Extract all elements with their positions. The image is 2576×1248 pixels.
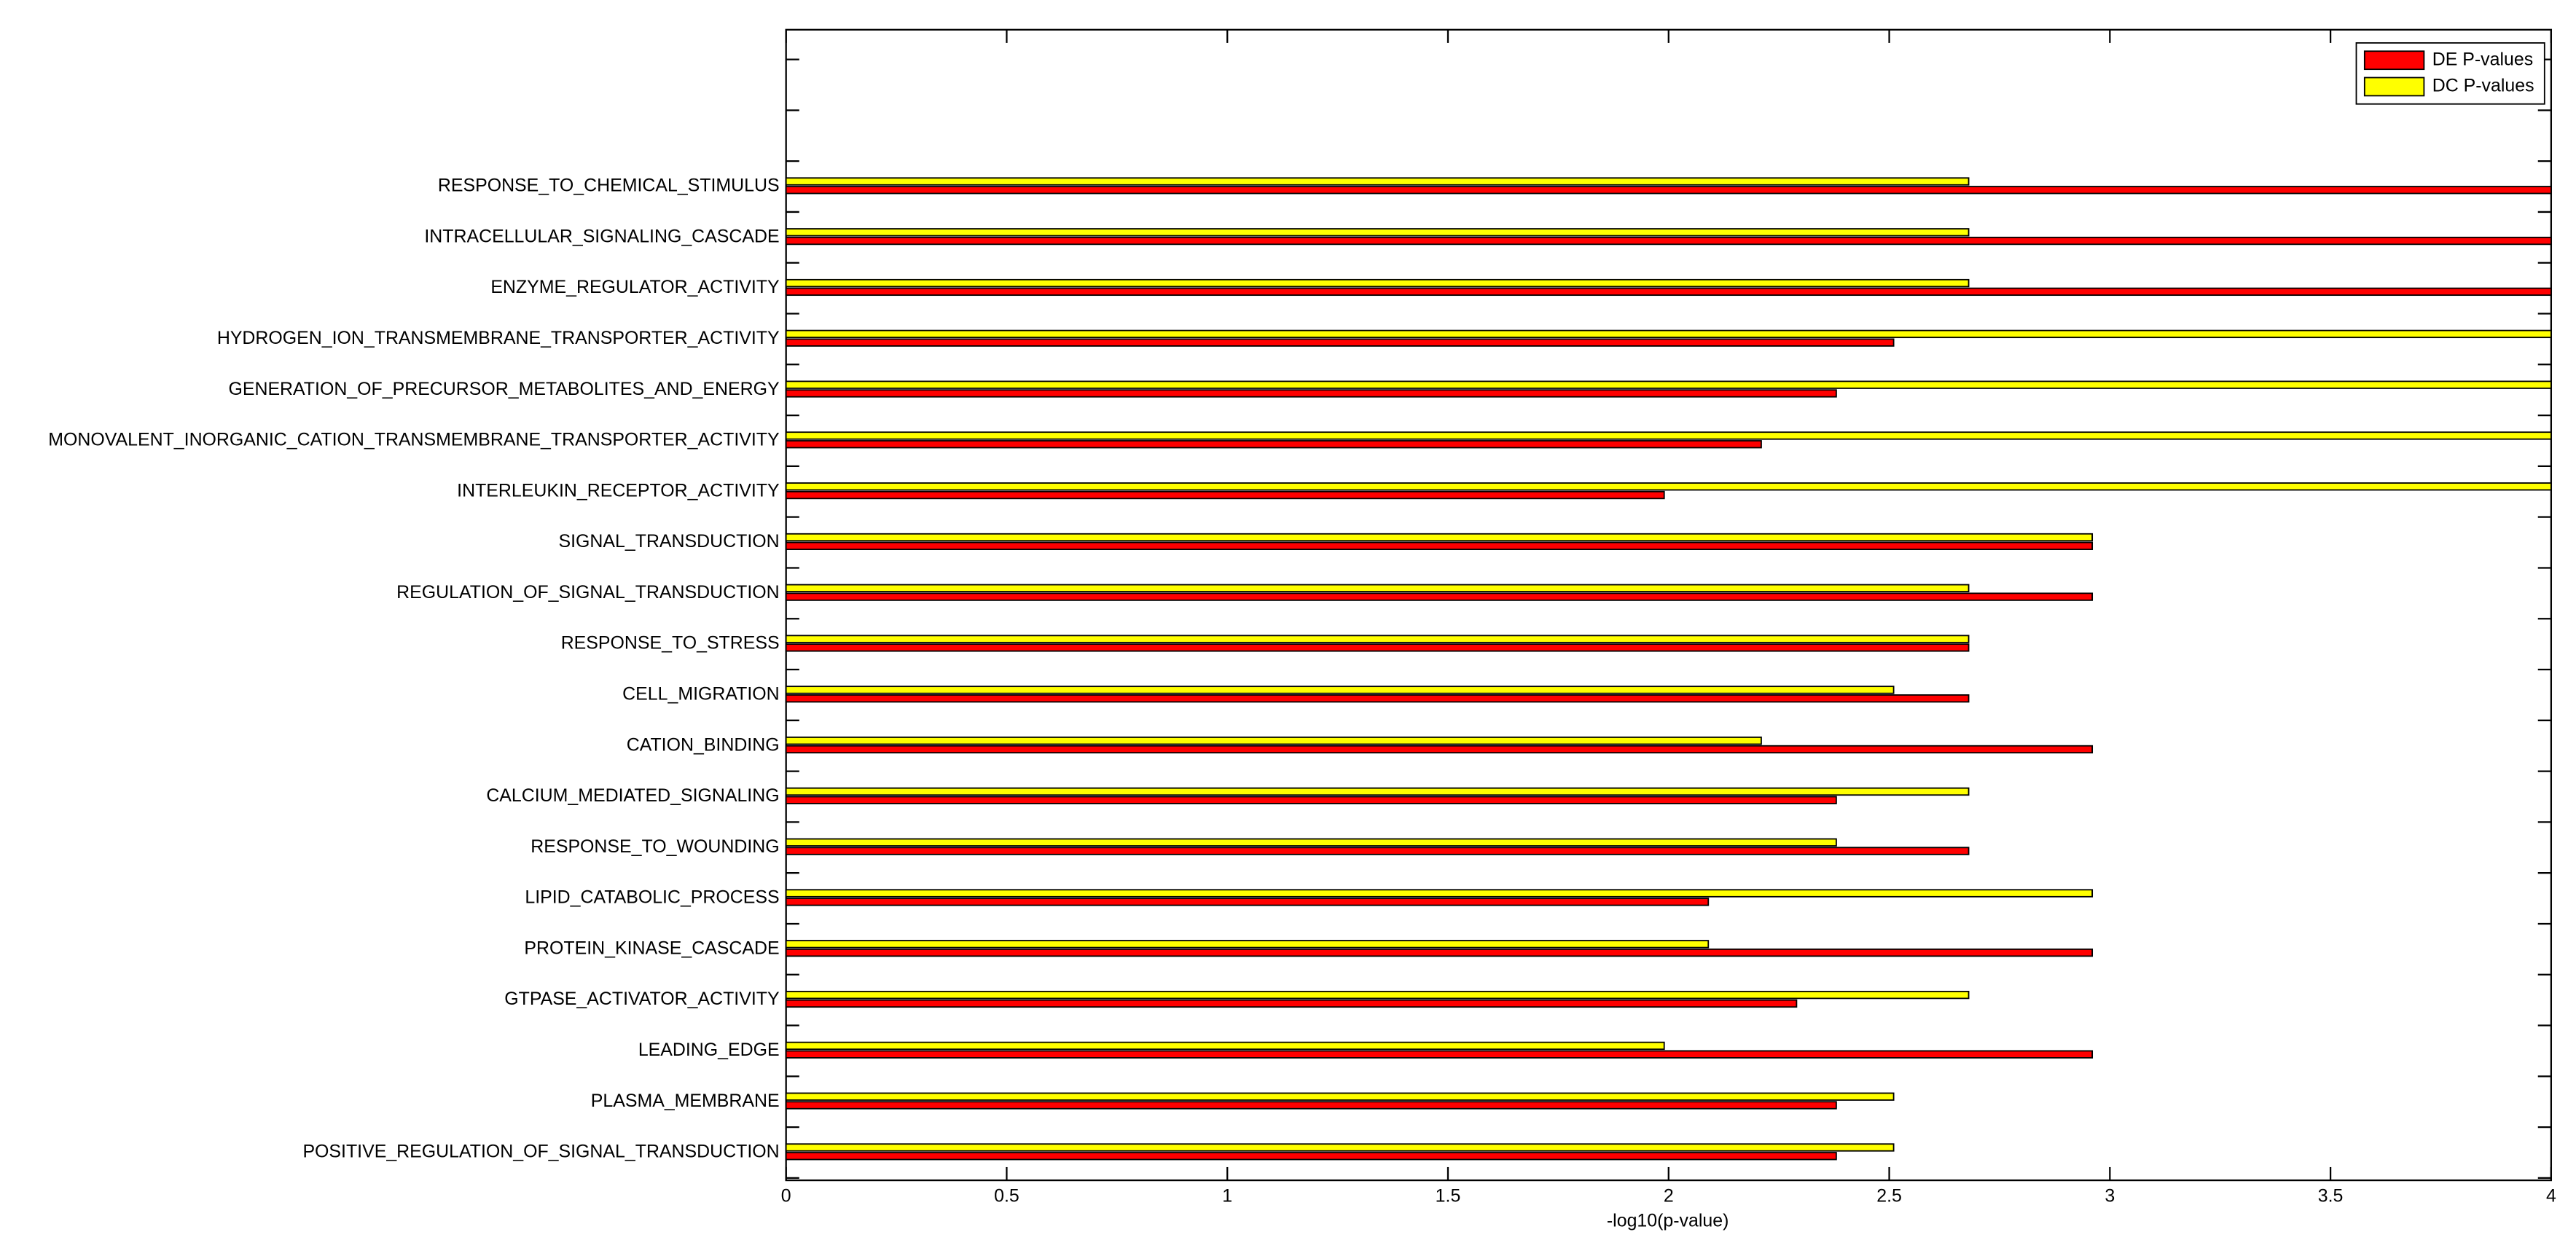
bar: [785, 1152, 1837, 1161]
bar: [785, 482, 2552, 491]
y-tick-label: CATION_BINDING: [627, 734, 780, 755]
bar: [785, 236, 2552, 246]
bar: [785, 889, 2094, 898]
bar: [785, 1143, 1895, 1152]
y-tick-label: PLASMA_MEMBRANE: [591, 1091, 780, 1111]
bar: [785, 584, 1970, 592]
bar: [785, 389, 1837, 398]
bar: [785, 287, 2552, 297]
y-tick-label: REGULATION_OF_SIGNAL_TRANSDUCTION: [396, 582, 779, 603]
bar: [785, 186, 2552, 195]
bar: [785, 177, 1970, 186]
y-tick-label: PROTEIN_KINASE_CASCADE: [524, 938, 779, 958]
plot-area: [785, 28, 2553, 1182]
y-tick-label: INTRACELLULAR_SIGNALING_CASCADE: [424, 226, 779, 246]
y-tick-label: GENERATION_OF_PRECURSOR_METABOLITES_AND_…: [228, 379, 779, 399]
y-tick-label: RESPONSE_TO_CHEMICAL_STIMULUS: [438, 176, 780, 196]
bar: [785, 1050, 2094, 1059]
y-tick-label: CELL_MIGRATION: [622, 684, 779, 705]
bar: [785, 1101, 1837, 1110]
bar: [785, 541, 2094, 550]
x-tick-label: 4: [2546, 1185, 2556, 1206]
bar: [785, 490, 1665, 500]
y-tick-label: LIPID_CATABOLIC_PROCESS: [525, 887, 779, 908]
bar: [785, 838, 1837, 847]
x-axis-label: -log10(p-value): [1607, 1210, 1729, 1231]
bar: [785, 592, 2094, 601]
bar: [785, 694, 1970, 703]
legend-label: DC P-values: [2432, 76, 2534, 96]
bar: [785, 787, 1970, 796]
bar: [785, 278, 1970, 288]
legend-label: DE P-values: [2432, 49, 2533, 69]
bar: [785, 898, 1710, 906]
y-tick-label: CALCIUM_MEDIATED_SIGNALING: [486, 785, 779, 806]
legend-swatch: [2363, 50, 2425, 71]
bar: [785, 999, 1798, 1008]
x-tick-label: 2: [1664, 1185, 1674, 1206]
x-tick-label: 0: [781, 1185, 791, 1206]
bar: [785, 440, 1762, 449]
x-tick-label: 3: [2105, 1185, 2115, 1206]
bar: [785, 737, 1762, 745]
bar: [785, 686, 1895, 694]
bar: [785, 940, 1710, 949]
bar: [785, 745, 2094, 754]
y-tick-label: RESPONSE_TO_WOUNDING: [531, 836, 779, 857]
x-tick-label: 3.5: [2318, 1185, 2344, 1206]
bar: [785, 948, 2094, 957]
y-tick-label: SIGNAL_TRANSDUCTION: [559, 531, 780, 552]
bar: [785, 338, 1895, 347]
x-tick-label: 2.5: [1876, 1185, 1902, 1206]
bar: [785, 1041, 1665, 1051]
x-tick-label: 1.5: [1436, 1185, 1461, 1206]
bar: [785, 643, 1970, 652]
y-tick-label: MONOVALENT_INORGANIC_CATION_TRANSMEMBRAN…: [48, 430, 780, 450]
bar: [785, 533, 2094, 542]
bar: [785, 329, 2552, 339]
y-tick-label: GTPASE_ACTIVATOR_ACTIVITY: [504, 989, 780, 1009]
y-tick-label: HYDROGEN_ION_TRANSMEMBRANE_TRANSPORTER_A…: [217, 328, 780, 348]
x-tick-label: 1: [1222, 1185, 1232, 1206]
bar: [785, 635, 1970, 643]
bar: [785, 228, 1970, 237]
bar: [785, 380, 2552, 389]
bar: [785, 431, 2552, 440]
y-tick-label: RESPONSE_TO_STRESS: [561, 633, 780, 654]
legend-swatch: [2363, 76, 2425, 97]
y-tick-label: LEADING_EDGE: [638, 1040, 780, 1060]
bar: [785, 990, 1970, 1000]
y-tick-label: ENZYME_REGULATOR_ACTIVITY: [490, 277, 780, 297]
y-tick-label: POSITIVE_REGULATION_OF_SIGNAL_TRANSDUCTI…: [302, 1142, 779, 1162]
bar: [785, 847, 1970, 855]
bar: [785, 796, 1837, 804]
x-tick-label: 0.5: [994, 1185, 1019, 1206]
bar: [785, 1092, 1895, 1101]
y-tick-label: INTERLEUKIN_RECEPTOR_ACTIVITY: [457, 480, 780, 501]
